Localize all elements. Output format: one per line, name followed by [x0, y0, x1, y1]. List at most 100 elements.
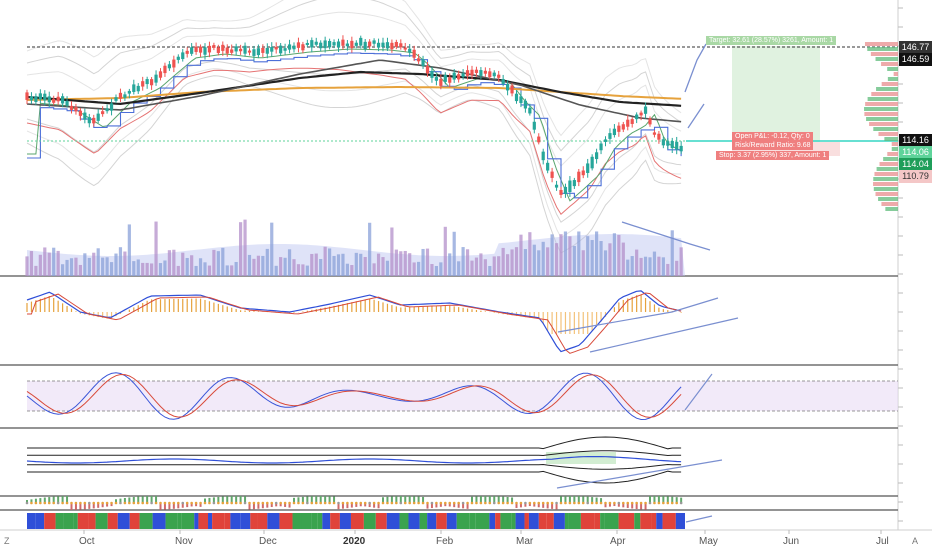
- macd-histogram-bar: [458, 307, 460, 312]
- candle-body: [679, 145, 683, 152]
- volume-bar: [239, 222, 243, 276]
- macd-histogram-bar: [106, 312, 108, 319]
- candle-body: [661, 139, 665, 146]
- volume-profile-bar: [866, 117, 898, 121]
- candle-body: [328, 40, 332, 48]
- squeeze-bar: [319, 496, 322, 503]
- squeeze-bar: [328, 496, 331, 503]
- squeeze-dot: [533, 501, 536, 505]
- candle-body: [363, 41, 367, 50]
- trend-stripe-segment: [88, 513, 96, 529]
- candle-body: [341, 39, 345, 46]
- candle-body: [483, 70, 487, 74]
- squeeze-dot: [56, 501, 60, 505]
- candle-body: [563, 186, 568, 194]
- volume-bar: [34, 265, 38, 276]
- macd-histogram-bar: [582, 312, 584, 334]
- volume-profile-bar: [893, 72, 898, 76]
- volume-bar: [87, 257, 91, 276]
- x-tick-label: Nov: [175, 536, 193, 547]
- squeeze-dot: [61, 501, 64, 505]
- volume-bar: [341, 253, 345, 276]
- squeeze-dot: [346, 501, 349, 505]
- macd-histogram-bar: [409, 307, 411, 312]
- squeeze-bar: [653, 496, 656, 503]
- timezone-button[interactable]: Z: [4, 536, 10, 546]
- candle-body: [181, 52, 185, 60]
- volume-trendline: [621, 221, 711, 251]
- macd-histogram-bar: [547, 312, 549, 331]
- volume-profile-bar: [885, 207, 898, 211]
- macd-histogram-bar: [480, 310, 482, 312]
- macd-histogram-bar: [364, 299, 366, 312]
- volume-bar: [608, 243, 612, 276]
- volume-bar: [586, 236, 590, 276]
- volume-bar: [105, 257, 109, 276]
- volume-profile-bar: [873, 187, 898, 191]
- squeeze-bar: [146, 496, 149, 503]
- candle-body: [399, 43, 403, 48]
- step-ma-line: [27, 52, 682, 199]
- volume-bar: [167, 250, 171, 276]
- volume-bar: [479, 253, 483, 276]
- macd-histogram-bar: [168, 299, 170, 312]
- volume-bar: [43, 247, 47, 276]
- macd-histogram-bar: [191, 298, 193, 312]
- squeeze-dot: [421, 501, 425, 505]
- price-label-last: 114.06: [899, 146, 932, 159]
- volume-bar: [501, 247, 505, 276]
- macd-histogram-bar: [226, 306, 228, 312]
- squeeze-dot: [306, 501, 309, 505]
- macd-histogram-bar: [600, 312, 602, 322]
- volume-bar: [443, 226, 447, 276]
- candle-body: [430, 70, 434, 78]
- candle-body: [568, 180, 572, 192]
- squeeze-dot: [368, 501, 371, 505]
- macd-histogram-bar: [337, 304, 340, 312]
- auto-scale-button[interactable]: A: [912, 536, 919, 546]
- macd-histogram-bar: [653, 304, 656, 312]
- volume-bar: [141, 262, 145, 276]
- macd-histogram-bar: [57, 300, 59, 312]
- stoch-band: [27, 381, 898, 411]
- volume-bar: [101, 257, 105, 276]
- squeeze-bar: [408, 496, 411, 503]
- candle-body: [52, 98, 56, 103]
- squeeze-dot: [630, 501, 634, 505]
- volume-bar: [572, 245, 576, 276]
- volume-bar: [194, 265, 198, 276]
- squeeze-bar: [608, 503, 611, 507]
- trend-stripe-segment: [634, 513, 641, 529]
- squeeze-bar: [613, 503, 616, 507]
- macd-histogram-bar: [110, 312, 113, 319]
- squeeze-bar: [399, 496, 402, 503]
- candle-body: [127, 90, 131, 94]
- squeeze-dot: [30, 501, 33, 505]
- squeeze-bar: [26, 500, 28, 503]
- squeeze-bar: [155, 496, 158, 503]
- squeeze-bar: [622, 503, 625, 508]
- trend-stripe-segment: [500, 513, 512, 529]
- candle-body: [114, 97, 118, 101]
- squeeze-bar: [177, 503, 180, 509]
- squeeze-bar: [297, 497, 300, 503]
- squeeze-dot: [372, 501, 376, 505]
- volume-bar: [546, 247, 550, 276]
- squeeze-bar: [511, 497, 514, 503]
- trend-stripe-segment: [408, 513, 420, 529]
- trend-stripe-segment: [568, 513, 581, 529]
- squeeze-dot: [417, 501, 420, 505]
- candle-body: [74, 106, 78, 112]
- candle-body: [425, 66, 430, 74]
- squeeze-bar: [475, 496, 478, 503]
- volume-bar: [109, 262, 114, 276]
- candle-body: [190, 47, 194, 54]
- macd-line: [26, 290, 682, 353]
- trend-stripe-segment: [594, 513, 601, 529]
- volume-profile-bar: [891, 147, 898, 151]
- squeeze-dot: [670, 501, 674, 505]
- squeeze-dot: [154, 501, 158, 505]
- squeeze-dot: [586, 501, 589, 505]
- volume-bar: [69, 258, 74, 276]
